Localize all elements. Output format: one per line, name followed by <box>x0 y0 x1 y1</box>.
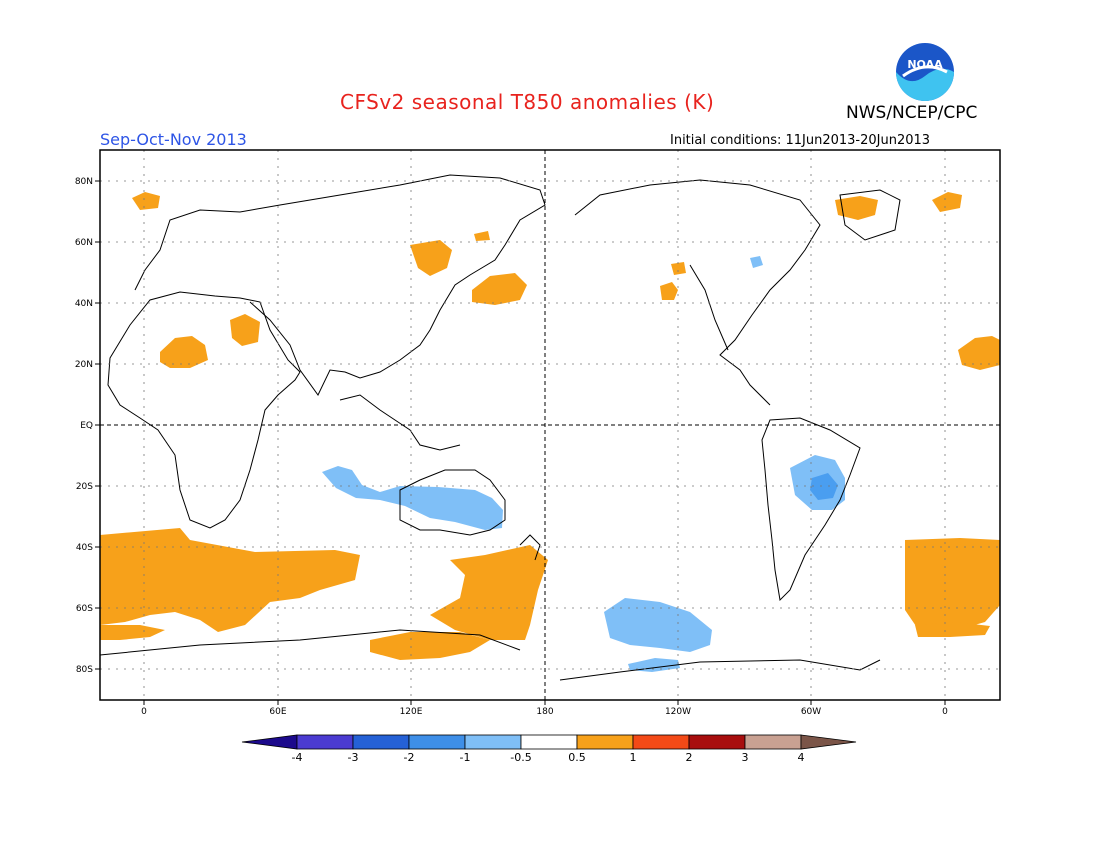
colorbar-label: 3 <box>742 751 749 764</box>
colorbar-swatch <box>744 734 802 750</box>
colorbar-label: -0.5 <box>510 751 531 764</box>
colorbar-label: 2 <box>686 751 693 764</box>
axis-ticks <box>95 180 946 705</box>
colorbar-swatch <box>688 734 746 750</box>
colorbar-label: -1 <box>460 751 471 764</box>
agency-label: NWS/NCEP/CPC <box>846 103 978 123</box>
colorbar-label: -2 <box>404 751 415 764</box>
colorbar-label: -4 <box>292 751 303 764</box>
colorbar-swatch <box>408 734 466 750</box>
colorbar-swatch <box>520 734 578 750</box>
colorbar-label: 1 <box>630 751 637 764</box>
lat-label: 40N <box>75 299 93 309</box>
lat-label: 40S <box>76 543 93 553</box>
colorbar-swatch <box>576 734 634 750</box>
colorbar-label: 4 <box>798 751 805 764</box>
season-label: Sep-Oct-Nov 2013 <box>100 130 247 149</box>
warm-anomaly-areas <box>100 192 1000 660</box>
lat-label: 80N <box>75 177 93 187</box>
lat-label: 20S <box>76 482 93 492</box>
lat-label: 20N <box>75 360 93 370</box>
colorbar-end-high <box>800 734 857 750</box>
colorbar-swatch <box>352 734 410 750</box>
colorbar-swatch <box>464 734 522 750</box>
coastlines <box>99 174 901 681</box>
lon-label: 120W <box>665 707 691 717</box>
lat-lon-grid <box>100 150 1000 700</box>
colorbar-end-low <box>241 734 298 750</box>
lat-label: 80S <box>76 665 93 675</box>
colorbar: -4 -3 -2 -1 -0.5 0.5 1 2 3 4 <box>241 734 857 764</box>
lon-label: 180 <box>536 707 553 717</box>
colorbar-swatch <box>632 734 690 750</box>
cool-anomaly-areas <box>322 256 845 672</box>
initial-conditions-label: Initial conditions: 11Jun2013-20Jun2013 <box>670 133 931 148</box>
lat-label: 60S <box>76 604 93 614</box>
noaa-logo: NOAA <box>896 43 954 101</box>
lon-label: 0 <box>141 707 147 717</box>
lat-label: 60N <box>75 238 93 248</box>
lon-label: 120E <box>400 707 423 717</box>
lon-label: 60E <box>269 707 286 717</box>
colorbar-label: -3 <box>348 751 359 764</box>
lon-label: 0 <box>942 707 948 717</box>
lat-label: EQ <box>80 421 93 431</box>
lon-label: 60W <box>801 707 821 717</box>
map-title: CFSv2 seasonal T850 anomalies (K) <box>340 90 715 114</box>
logo-text: NOAA <box>907 58 943 71</box>
colorbar-label: 0.5 <box>568 751 586 764</box>
colorbar-swatch <box>296 734 354 750</box>
